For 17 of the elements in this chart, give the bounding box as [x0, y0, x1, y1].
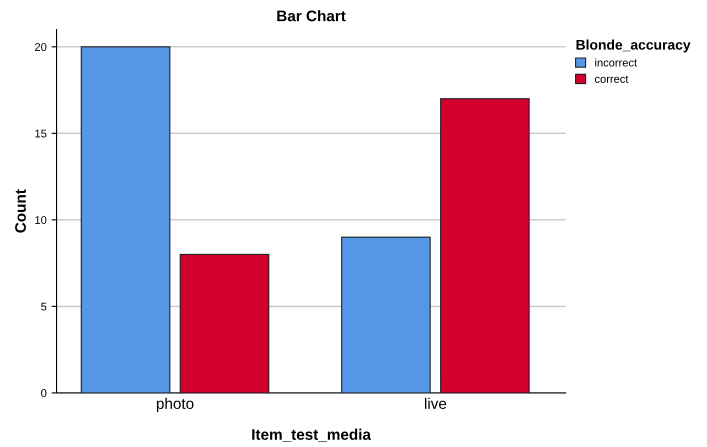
y-tick-label: 15	[35, 130, 46, 138]
bar	[341, 236, 431, 393]
legend-label: incorrect	[595, 58, 638, 67]
y-axis-title: Count	[15, 189, 26, 233]
legend-label: correct	[594, 76, 628, 83]
bar	[440, 98, 530, 393]
y-tick-label: 5	[41, 302, 46, 311]
x-tick-label: live	[424, 398, 446, 409]
x-tick-label: photo	[156, 398, 194, 412]
x-axis-title: Item_test_media	[252, 428, 372, 442]
bar	[80, 46, 170, 393]
y-tick-label: 10	[35, 216, 46, 224]
y-tick-label: 20	[35, 43, 46, 51]
legend-title: Blonde_accuracy	[576, 40, 691, 52]
y-tick-label: 0	[41, 389, 46, 398]
chart-title: Bar Chart	[277, 10, 346, 22]
bar	[180, 254, 270, 393]
